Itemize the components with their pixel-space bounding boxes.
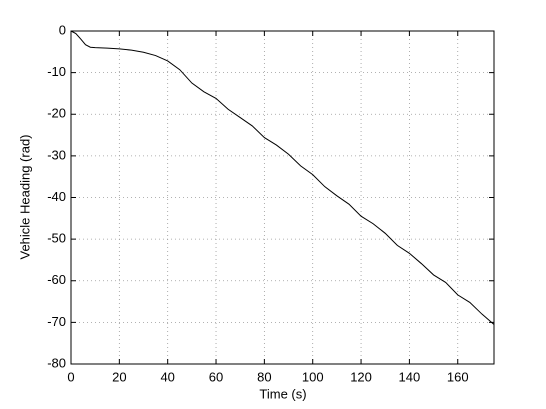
y-tick-label: -80 — [47, 355, 66, 370]
y-tick-label: -60 — [47, 272, 66, 287]
y-tick-label: -40 — [47, 189, 66, 204]
y-tick-label: -20 — [47, 106, 66, 121]
x-axis-label: Time (s) — [259, 386, 306, 401]
data-line — [70, 30, 495, 325]
y-tick-label: -50 — [47, 231, 66, 246]
x-tick-label: 0 — [67, 369, 74, 384]
x-tick-label: 140 — [399, 369, 421, 384]
x-tick-label: 160 — [447, 369, 469, 384]
y-tick-label: 0 — [59, 22, 66, 37]
x-tick-label: 20 — [112, 369, 126, 384]
y-tick-label: -10 — [47, 64, 66, 79]
y-axis-label: Vehicle Heading (rad) — [17, 134, 32, 259]
x-tick-label: 80 — [257, 369, 271, 384]
x-tick-label: 100 — [302, 369, 324, 384]
x-tick-label: 120 — [350, 369, 372, 384]
y-tick-label: -30 — [47, 147, 66, 162]
y-tick-label: -70 — [47, 314, 66, 329]
x-tick-label: 60 — [209, 369, 223, 384]
plot-frame — [70, 30, 495, 365]
x-tick-label: 40 — [160, 369, 174, 384]
